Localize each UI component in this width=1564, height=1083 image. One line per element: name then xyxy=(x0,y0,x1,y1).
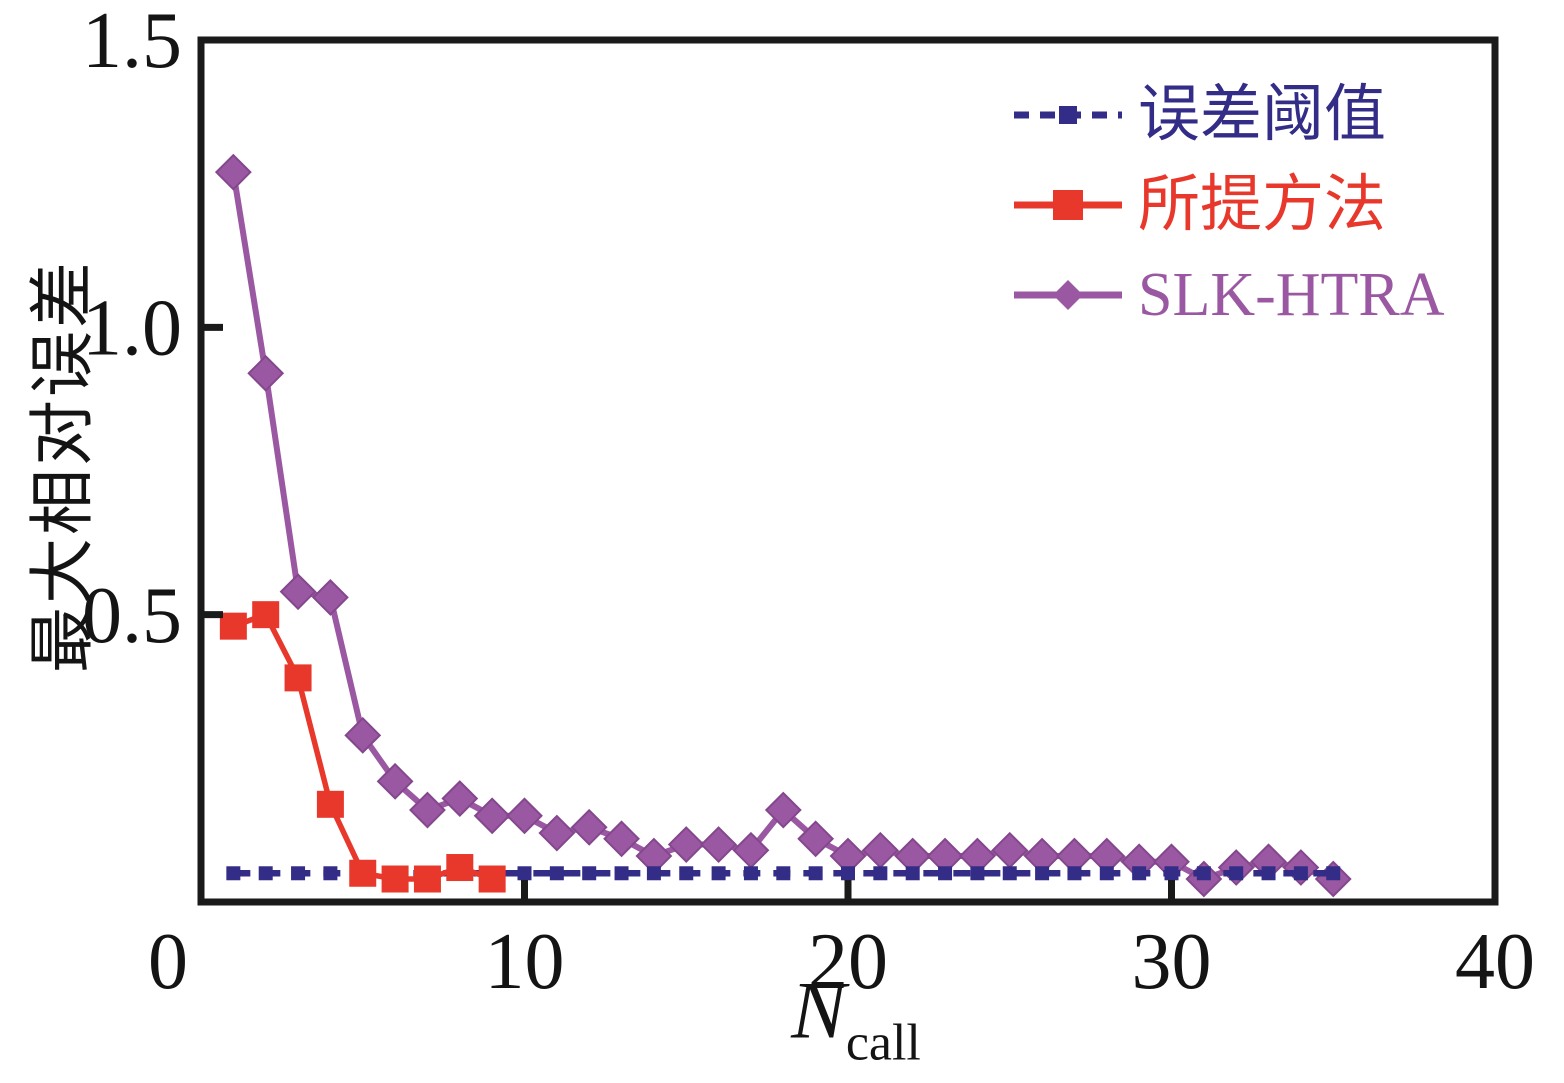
x-axis-title-subscript: call xyxy=(845,1014,921,1072)
marker-threshold xyxy=(646,866,661,881)
y-tick-label: 1.0 xyxy=(82,285,182,373)
marker-threshold xyxy=(1035,866,1050,881)
marker-slk-htra xyxy=(214,153,252,191)
marker-threshold xyxy=(1326,866,1341,881)
marker-slk-htra xyxy=(603,820,640,858)
line-diamond-marker-icon xyxy=(1014,280,1122,310)
line-square-marker-icon xyxy=(1014,190,1122,220)
marker-threshold xyxy=(1293,866,1308,881)
legend-item-threshold: 误差阈值 xyxy=(1012,70,1445,160)
marker-threshold xyxy=(323,866,338,881)
y-axis-title: 最大相对误差 xyxy=(27,259,100,673)
x-tick-label: 10 xyxy=(485,918,565,1006)
legend-item-slk-htra: SLK-HTRA xyxy=(1012,250,1445,340)
x-axis-title-symbol: N xyxy=(791,964,846,1056)
x-tick-label: 20 xyxy=(808,918,888,1006)
marker-threshold xyxy=(938,866,953,881)
marker-proposed xyxy=(284,664,312,692)
marker-slk-htra xyxy=(700,826,738,863)
marker-threshold xyxy=(1261,866,1276,881)
legend-item-proposed: 所提方法 xyxy=(1012,160,1445,250)
marker-threshold xyxy=(970,866,985,881)
marker-threshold xyxy=(1099,866,1114,881)
marker-threshold xyxy=(1132,866,1147,881)
marker-threshold xyxy=(1196,866,1211,881)
x-tick-label: 30 xyxy=(1132,918,1212,1006)
marker-threshold xyxy=(743,866,758,881)
legend-item-label: SLK-HTRA xyxy=(1138,261,1445,329)
marker-slk-htra xyxy=(764,791,802,829)
y-tick-label: 0.5 xyxy=(82,572,182,660)
y-tick-label: 1.5 xyxy=(82,0,182,85)
marker-slk-htra xyxy=(473,797,511,835)
marker-slk-htra xyxy=(538,814,576,852)
marker-proposed xyxy=(381,865,409,893)
legend-item-label: 所提方法 xyxy=(1138,171,1387,239)
marker-slk-htra xyxy=(797,820,835,858)
marker-slk-htra xyxy=(311,579,349,616)
marker-threshold xyxy=(517,866,532,881)
marker-threshold xyxy=(711,866,726,881)
marker-threshold xyxy=(905,866,920,881)
marker-threshold xyxy=(776,866,791,881)
marker-slk-htra xyxy=(861,831,899,869)
marker-proposed xyxy=(219,612,247,640)
marker-slk-htra xyxy=(991,831,1029,869)
marker-slk-htra xyxy=(570,808,608,846)
marker-proposed xyxy=(446,854,474,882)
marker-threshold xyxy=(679,866,694,881)
marker-threshold xyxy=(1002,866,1017,881)
dashed-line-square-marker-icon xyxy=(1014,106,1122,124)
marker-slk-htra xyxy=(279,573,317,611)
x-tick-label: 40 xyxy=(1455,918,1535,1006)
marker-threshold xyxy=(1067,866,1082,881)
marker-slk-htra xyxy=(344,716,382,754)
marker-slk-htra xyxy=(247,354,285,392)
x-axis-title: Ncall xyxy=(791,964,921,1073)
marker-threshold xyxy=(614,866,629,881)
marker-threshold xyxy=(291,866,306,881)
marker-threshold xyxy=(258,866,273,881)
marker-threshold xyxy=(226,866,241,881)
marker-proposed xyxy=(252,601,280,629)
marker-proposed xyxy=(349,859,377,887)
marker-threshold xyxy=(808,866,823,881)
marker-proposed xyxy=(478,865,506,893)
marker-threshold xyxy=(1164,866,1179,881)
marker-threshold xyxy=(582,866,597,881)
marker-threshold xyxy=(549,866,564,881)
marker-threshold xyxy=(1229,866,1244,881)
x-tick-label: 0 xyxy=(148,918,188,1006)
legend: 误差阈值 所提方法 SLK-HTRA xyxy=(1012,70,1445,340)
marker-slk-htra xyxy=(667,826,705,863)
marker-proposed xyxy=(316,790,344,818)
legend-item-label: 误差阈值 xyxy=(1138,81,1387,149)
marker-proposed xyxy=(413,865,441,893)
marker-slk-htra xyxy=(409,791,446,829)
marker-slk-htra xyxy=(441,780,479,817)
marker-threshold xyxy=(841,866,855,881)
marker-slk-htra xyxy=(506,797,543,835)
marker-slk-htra xyxy=(376,762,414,800)
marker-threshold xyxy=(873,866,888,881)
